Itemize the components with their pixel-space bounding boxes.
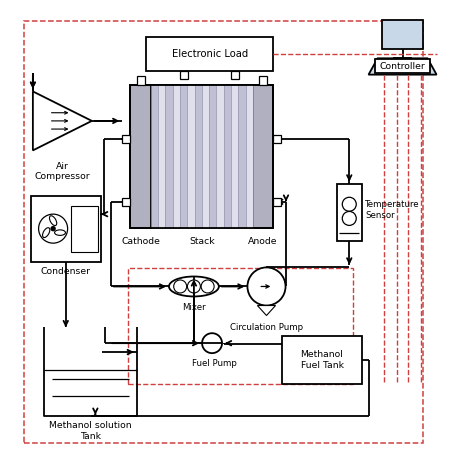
Ellipse shape [43,228,50,238]
Text: Fuel Pump: Fuel Pump [192,359,237,368]
Text: Stack: Stack [189,237,215,246]
FancyBboxPatch shape [122,135,130,143]
Text: Circulation Pump: Circulation Pump [230,323,303,332]
FancyBboxPatch shape [158,85,165,228]
Polygon shape [369,58,437,75]
Circle shape [173,280,187,293]
Ellipse shape [55,230,65,235]
FancyBboxPatch shape [253,85,273,228]
FancyBboxPatch shape [238,85,246,228]
FancyBboxPatch shape [209,85,217,228]
FancyBboxPatch shape [72,206,98,252]
FancyBboxPatch shape [231,85,238,228]
Text: Anode: Anode [248,237,278,246]
Ellipse shape [169,277,219,297]
FancyBboxPatch shape [146,37,273,71]
Polygon shape [257,305,275,315]
FancyBboxPatch shape [180,85,187,228]
Ellipse shape [49,216,57,226]
FancyBboxPatch shape [231,71,239,79]
Text: Methanol
Fuel Tank: Methanol Fuel Tank [301,350,344,370]
FancyBboxPatch shape [180,71,189,79]
Circle shape [247,268,285,305]
Text: Controller: Controller [380,61,426,71]
Text: Condenser: Condenser [41,267,91,276]
FancyBboxPatch shape [187,85,194,228]
FancyBboxPatch shape [130,85,151,228]
FancyBboxPatch shape [217,85,224,228]
Text: Mixer: Mixer [182,303,206,312]
Text: Electronic Load: Electronic Load [172,49,248,59]
Text: Temperature
Sensor: Temperature Sensor [365,200,420,220]
Polygon shape [33,91,92,151]
FancyBboxPatch shape [151,85,158,228]
FancyBboxPatch shape [283,336,362,384]
FancyBboxPatch shape [151,85,253,228]
FancyBboxPatch shape [273,198,282,206]
FancyBboxPatch shape [202,85,209,228]
Text: Cathode: Cathode [121,237,160,246]
FancyBboxPatch shape [31,196,101,262]
FancyBboxPatch shape [259,76,267,85]
Circle shape [50,226,56,231]
FancyBboxPatch shape [273,135,282,143]
FancyBboxPatch shape [224,85,231,228]
FancyBboxPatch shape [165,85,173,228]
Circle shape [201,280,214,293]
FancyBboxPatch shape [173,85,180,228]
FancyBboxPatch shape [246,85,253,228]
Circle shape [202,333,222,353]
FancyBboxPatch shape [194,85,202,228]
Circle shape [187,280,201,293]
Text: Methanol solution
Tank: Methanol solution Tank [49,421,132,440]
FancyBboxPatch shape [122,198,130,206]
FancyBboxPatch shape [375,59,430,73]
Text: Air
Compressor: Air Compressor [35,162,90,181]
FancyBboxPatch shape [382,20,423,50]
FancyBboxPatch shape [137,76,145,85]
FancyBboxPatch shape [337,184,362,241]
